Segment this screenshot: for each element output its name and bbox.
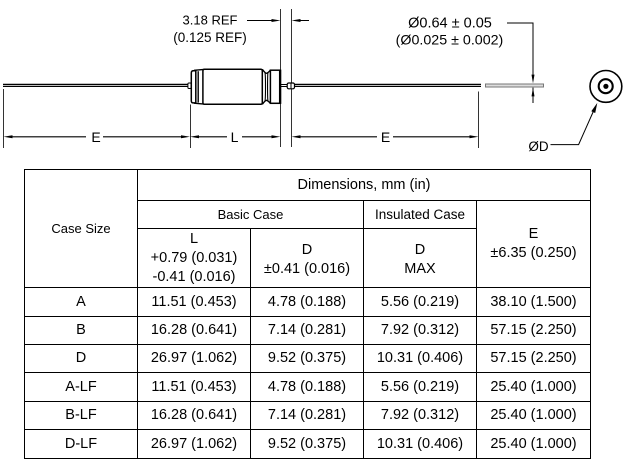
- svg-text:(Ø0.025 ± 0.002): (Ø0.025 ± 0.002): [396, 33, 504, 49]
- svg-text:Ø0.64 ± 0.05: Ø0.64 ± 0.05: [408, 16, 492, 32]
- svg-text:ØD: ØD: [528, 139, 549, 154]
- svg-text:(0.125 REF): (0.125 REF): [173, 30, 247, 45]
- svg-text:E: E: [381, 129, 390, 145]
- svg-text:E: E: [91, 129, 100, 145]
- svg-text:3.18 REF: 3.18 REF: [183, 13, 238, 28]
- svg-text:L: L: [231, 129, 239, 145]
